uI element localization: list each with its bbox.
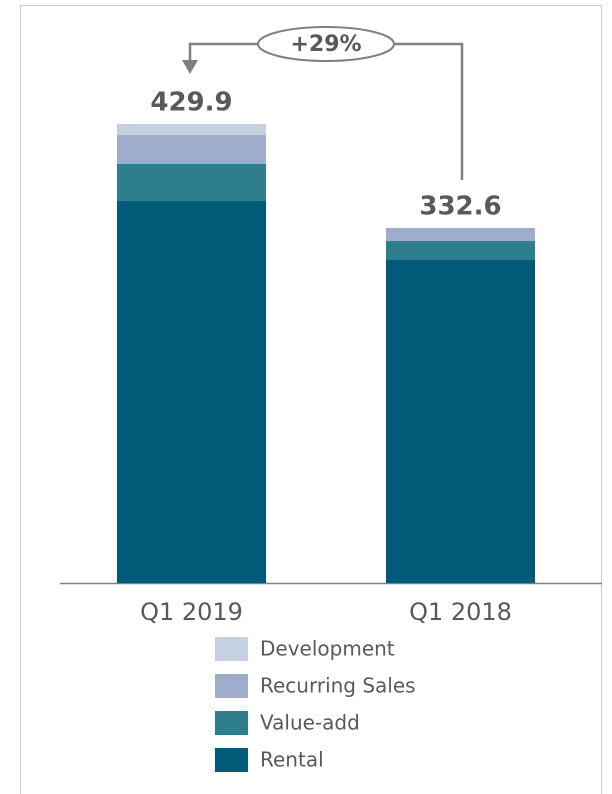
annotation: +29%	[290, 32, 361, 57]
bar-segment	[117, 200, 266, 583]
arrow-head	[182, 60, 198, 74]
frame	[20, 5, 602, 794]
x-tick-label: Q1 2019	[140, 598, 243, 626]
legend-label: Rental	[260, 748, 324, 772]
legend-label: Value-add	[260, 711, 360, 735]
legend-swatch	[215, 711, 248, 735]
total-label: 332.6	[419, 191, 501, 221]
bar-segment	[117, 124, 266, 135]
legend-swatch	[215, 674, 248, 698]
bar-segment	[117, 163, 266, 201]
bar-segment	[117, 134, 266, 164]
annotation-oval	[257, 26, 395, 62]
legend-label: Development	[260, 637, 395, 661]
legend-swatch	[215, 637, 248, 661]
bar-segment	[386, 241, 535, 261]
legend-swatch	[215, 748, 248, 772]
bar-segment	[386, 227, 535, 242]
x-tick-label: Q1 2018	[409, 598, 512, 626]
growth-arrow	[188, 42, 464, 180]
legend-label: Recurring Sales	[260, 674, 416, 698]
total-label: 429.9	[150, 88, 232, 118]
bar-segment	[386, 260, 535, 583]
